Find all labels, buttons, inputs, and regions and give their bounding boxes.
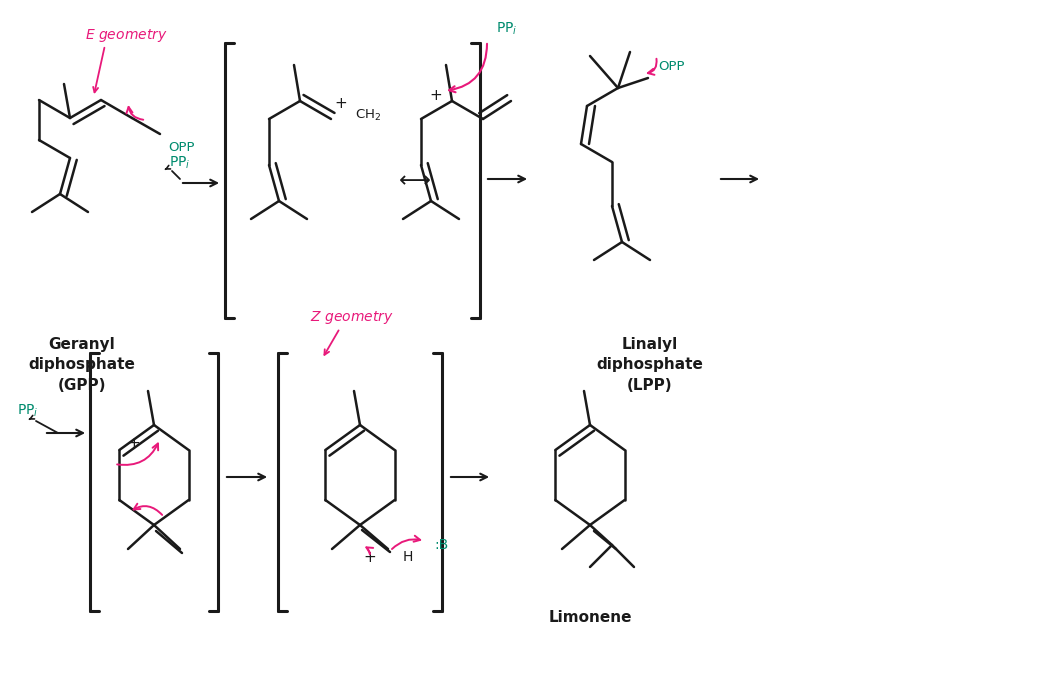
Text: $\longleftrightarrow$: $\longleftrightarrow$ [395, 169, 431, 189]
Text: Linalyl: Linalyl [622, 337, 678, 353]
Text: Limonene: Limonene [549, 610, 632, 625]
Text: +: + [364, 549, 376, 565]
Text: diphosphate: diphosphate [596, 357, 703, 372]
Text: OPP: OPP [658, 60, 685, 73]
Text: PP$_i$: PP$_i$ [169, 155, 191, 171]
Text: +: + [335, 96, 347, 110]
Text: (GPP): (GPP) [58, 378, 106, 392]
Text: PP$_i$: PP$_i$ [497, 21, 517, 37]
Text: :B: :B [435, 538, 449, 552]
Text: (LPP): (LPP) [628, 378, 673, 392]
Text: CH$_2$: CH$_2$ [355, 108, 381, 122]
Text: H: H [403, 550, 414, 564]
Text: PP$_i$: PP$_i$ [18, 403, 38, 419]
Text: +: + [429, 87, 443, 102]
Text: Geranyl: Geranyl [49, 337, 115, 353]
Text: diphosphate: diphosphate [28, 357, 135, 372]
Text: +: + [127, 435, 139, 450]
Text: $Z$ geometry: $Z$ geometry [311, 310, 394, 326]
Text: OPP: OPP [168, 141, 194, 154]
Text: $E$ geometry: $E$ geometry [85, 26, 167, 44]
